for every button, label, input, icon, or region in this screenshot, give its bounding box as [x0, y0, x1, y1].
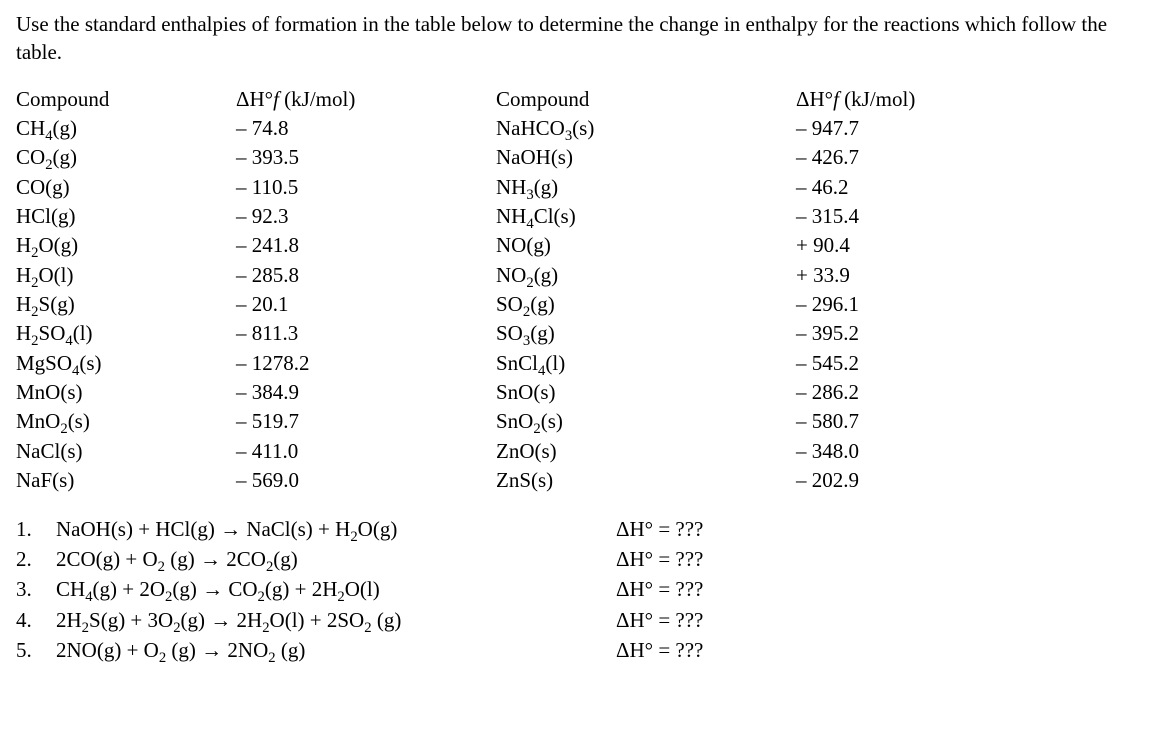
reaction-number: 3. [16, 575, 56, 603]
value-cell: – 20.1 [236, 290, 496, 318]
reaction-equation: NaOH(s) + HCl(g) → NaCl(s) + H2O(g) [56, 515, 616, 543]
table-right: Compound ΔH°f (kJ/mol) NaHCO3(s)– 947.7N… [496, 85, 1016, 495]
reaction-number: 2. [16, 545, 56, 573]
compound-cell: HCl(g) [16, 202, 236, 230]
compound-cell: SnO(s) [496, 378, 796, 406]
value-cell: – 519.7 [236, 407, 496, 435]
compound-cell: SnCl4(l) [496, 349, 796, 377]
value-cell: – 296.1 [796, 290, 1016, 318]
value-cell: – 285.8 [236, 261, 496, 289]
value-cell: – 569.0 [236, 466, 496, 494]
value-cell: – 811.3 [236, 319, 496, 347]
value-cell: – 74.8 [236, 114, 496, 142]
reaction-equation: CH4(g) + 2O2(g) → CO2(g) + 2H2O(l) [56, 575, 616, 603]
value-cell: – 1278.2 [236, 349, 496, 377]
compound-cell: ZnO(s) [496, 437, 796, 465]
col-header-dhf: ΔH°f (kJ/mol) [236, 85, 496, 113]
value-cell: + 33.9 [796, 261, 1016, 289]
reaction-equation: 2NO(g) + O2 (g) → 2NO2 (g) [56, 636, 616, 664]
reaction-dh: ΔH° = ??? [616, 545, 1134, 573]
value-cell: – 110.5 [236, 173, 496, 201]
value-cell: – 286.2 [796, 378, 1016, 406]
col-header-dhf: ΔH°f (kJ/mol) [796, 85, 1016, 113]
intro-text: Use the standard enthalpies of formation… [16, 10, 1134, 67]
compound-cell: NO(g) [496, 231, 796, 259]
compound-cell: NaCl(s) [16, 437, 236, 465]
compound-cell: H2S(g) [16, 290, 236, 318]
reaction-number: 5. [16, 636, 56, 664]
value-cell: – 395.2 [796, 319, 1016, 347]
reactions-list: 1.NaOH(s) + HCl(g) → NaCl(s) + H2O(g)ΔH°… [16, 515, 1134, 665]
compound-cell: NaF(s) [16, 466, 236, 494]
value-cell: – 202.9 [796, 466, 1016, 494]
value-cell: – 947.7 [796, 114, 1016, 142]
value-cell: – 393.5 [236, 143, 496, 171]
value-cell: – 92.3 [236, 202, 496, 230]
compound-cell: MnO(s) [16, 378, 236, 406]
value-cell: – 426.7 [796, 143, 1016, 171]
compound-cell: H2SO4(l) [16, 319, 236, 347]
reaction-number: 1. [16, 515, 56, 543]
reaction-equation: 2H2S(g) + 3O2(g) → 2H2O(l) + 2SO2 (g) [56, 606, 616, 634]
compound-cell: CO2(g) [16, 143, 236, 171]
compound-cell: NH4Cl(s) [496, 202, 796, 230]
col-header-compound: Compound [496, 85, 796, 113]
reaction-dh: ΔH° = ??? [616, 575, 1134, 603]
compound-cell: NO2(g) [496, 261, 796, 289]
compound-cell: MgSO4(s) [16, 349, 236, 377]
worksheet-page: Use the standard enthalpies of formation… [0, 0, 1150, 684]
compound-cell: SO2(g) [496, 290, 796, 318]
compound-cell: NaHCO3(s) [496, 114, 796, 142]
value-cell: – 348.0 [796, 437, 1016, 465]
compound-cell: MnO2(s) [16, 407, 236, 435]
reaction-dh: ΔH° = ??? [616, 515, 1134, 543]
table-left: Compound ΔH°f (kJ/mol) CH4(g)– 74.8CO2(g… [16, 85, 496, 495]
value-cell: – 241.8 [236, 231, 496, 259]
compound-cell: NaOH(s) [496, 143, 796, 171]
dhf-prefix: ΔH° [796, 87, 833, 111]
dhf-prefix: ΔH° [236, 87, 273, 111]
compound-cell: CH4(g) [16, 114, 236, 142]
value-cell: + 90.4 [796, 231, 1016, 259]
dhf-unit: (kJ/mol) [839, 87, 915, 111]
value-cell: – 315.4 [796, 202, 1016, 230]
compound-cell: H2O(l) [16, 261, 236, 289]
col-header-compound: Compound [16, 85, 236, 113]
compound-cell: H2O(g) [16, 231, 236, 259]
value-cell: – 545.2 [796, 349, 1016, 377]
value-cell: – 384.9 [236, 378, 496, 406]
dhf-unit: (kJ/mol) [279, 87, 355, 111]
compound-cell: ZnS(s) [496, 466, 796, 494]
value-cell: – 46.2 [796, 173, 1016, 201]
value-cell: – 411.0 [236, 437, 496, 465]
value-cell: – 580.7 [796, 407, 1016, 435]
reaction-dh: ΔH° = ??? [616, 606, 1134, 634]
reaction-number: 4. [16, 606, 56, 634]
compound-cell: CO(g) [16, 173, 236, 201]
compound-cell: SnO2(s) [496, 407, 796, 435]
enthalpy-tables: Compound ΔH°f (kJ/mol) CH4(g)– 74.8CO2(g… [16, 85, 1134, 495]
reaction-equation: 2CO(g) + O2 (g) → 2CO2(g) [56, 545, 616, 573]
reaction-dh: ΔH° = ??? [616, 636, 1134, 664]
compound-cell: SO3(g) [496, 319, 796, 347]
compound-cell: NH3(g) [496, 173, 796, 201]
